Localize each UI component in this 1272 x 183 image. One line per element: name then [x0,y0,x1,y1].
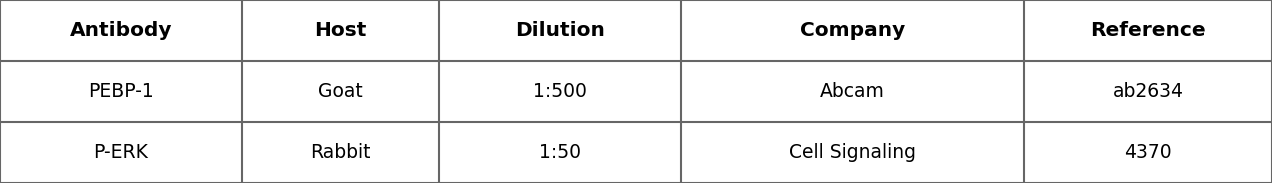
Text: 1:50: 1:50 [538,143,581,162]
Text: 1:500: 1:500 [533,82,586,101]
Text: P-ERK: P-ERK [93,143,149,162]
Text: Abcam: Abcam [819,82,885,101]
Text: Host: Host [314,21,366,40]
Text: ab2634: ab2634 [1113,82,1183,101]
Text: Dilution: Dilution [515,21,604,40]
Text: 4370: 4370 [1124,143,1172,162]
Text: Rabbit: Rabbit [310,143,370,162]
Text: Reference: Reference [1090,21,1206,40]
Text: Goat: Goat [318,82,363,101]
Text: Cell Signaling: Cell Signaling [789,143,916,162]
Text: Company: Company [800,21,904,40]
Text: Antibody: Antibody [70,21,172,40]
Text: PEBP-1: PEBP-1 [88,82,154,101]
